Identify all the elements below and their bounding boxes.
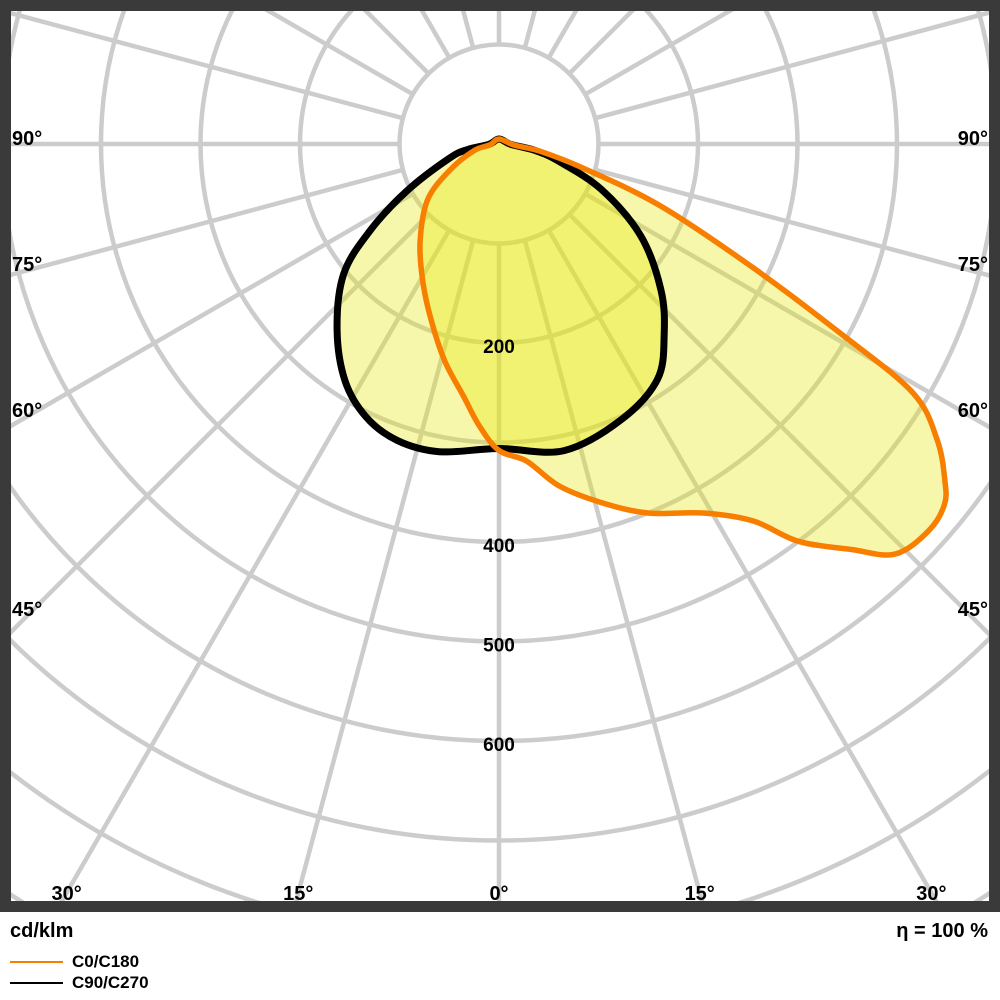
- gamma-label-bottom-30: 30°: [916, 883, 946, 905]
- gamma-grid-line: [10, 10, 404, 121]
- gamma-grid-line: [293, 239, 476, 901]
- gamma-grid-line: [361, 10, 431, 76]
- polar-grid: [10, 10, 990, 901]
- gamma-grid-line: [59, 229, 452, 901]
- axis-labels: 90° 90° 75° 75° 60° 60° 45° 45° 30° 15° 0° 15° 30° 20…: [12, 128, 988, 905]
- gamma-label-left-75: 75°: [12, 254, 42, 276]
- gamma-grid-line: [594, 167, 990, 278]
- legend-label-c90-c270: C90/C270: [72, 973, 149, 992]
- plot-area: [10, 10, 990, 901]
- gamma-grid-line: [594, 10, 990, 121]
- gamma-grid-line: [546, 229, 939, 901]
- gamma-label-bottom-15: 15°: [685, 883, 715, 905]
- c90-c270-line-swatch: [10, 982, 63, 984]
- gamma-label-bottom-0: 0°: [489, 883, 508, 905]
- gamma-label-right-90: 90°: [958, 128, 988, 150]
- ring-label-400: 400: [483, 536, 515, 557]
- legend-label-c0-c180: C0/C180: [72, 952, 140, 971]
- gamma-label-right-60: 60°: [958, 400, 988, 422]
- c0-c180-line-swatch: [10, 961, 63, 963]
- gamma-label-right-45: 45°: [958, 599, 988, 621]
- gamma-label-left-60: 60°: [12, 400, 42, 422]
- gamma-label-left-45: 45°: [12, 599, 42, 621]
- unit-label: cd/klm: [10, 920, 74, 942]
- gamma-grid-line: [10, 167, 404, 278]
- gamma-label-bottom-30: 30°: [51, 883, 81, 905]
- gamma-grid-line: [584, 191, 990, 431]
- efficiency-label: η = 100 %: [896, 920, 988, 942]
- gamma-label-right-75: 75°: [958, 254, 988, 276]
- gamma-grid-line: [522, 239, 705, 901]
- gamma-label-bottom-15: 15°: [283, 883, 313, 905]
- ring-label-200: 200: [483, 337, 515, 358]
- ring-label-600: 600: [483, 735, 515, 756]
- gamma-label-left-90: 90°: [12, 128, 42, 150]
- c90-c270-curve: [333, 135, 668, 456]
- gamma-grid-line: [10, 191, 414, 429]
- gamma-grid-line: [567, 212, 990, 639]
- c90-c270-fill: [337, 139, 665, 453]
- c0-c180-curve: [417, 136, 949, 558]
- ring-label-500: 500: [483, 636, 515, 657]
- polar-diagram-svg: 90° 90° 75° 75° 60° 60° 45° 45° 30° 15° 0° 15° 30° 20…: [0, 0, 1000, 912]
- plot-frame: [0, 0, 1000, 912]
- gamma-grid-line: [10, 212, 431, 637]
